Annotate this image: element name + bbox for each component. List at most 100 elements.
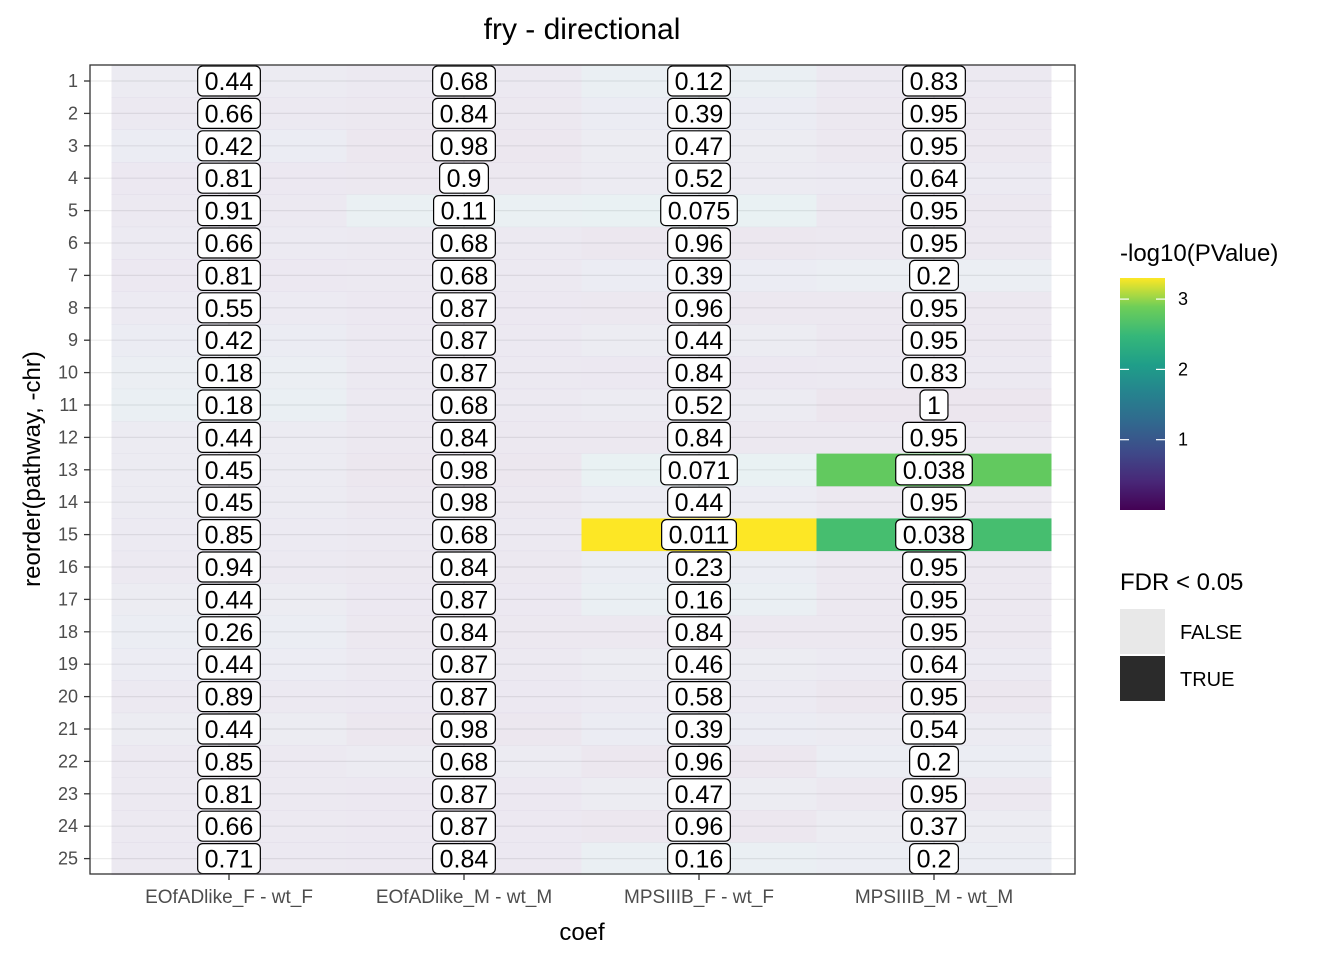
value-label-box — [667, 616, 731, 648]
y-tick-label: 4 — [68, 168, 78, 188]
y-axis-title: reorder(pathway, -chr) — [19, 351, 46, 587]
value-label: 0.96 — [667, 745, 731, 778]
value-label: 0.84 — [667, 616, 731, 648]
y-tick-label: 21 — [58, 719, 78, 739]
plot-panel: 0.440.660.420.810.910.660.810.550.420.18… — [58, 64, 1076, 908]
value-label-text: 0.71 — [205, 846, 254, 874]
value-label-box — [919, 389, 949, 421]
y-axis: 1234567891011121314151617181920212223242… — [58, 71, 90, 869]
value-label: 0.95 — [902, 583, 966, 616]
value-label: 0.44 — [197, 421, 261, 453]
value-label-box — [902, 810, 966, 842]
value-label: 0.68 — [432, 227, 496, 259]
color-tick-label: 2 — [1178, 359, 1188, 379]
value-label: 0.038 — [895, 518, 973, 551]
value-label-box — [197, 162, 261, 194]
value-label-box — [432, 518, 496, 551]
value-label-text: 0.84 — [440, 100, 489, 128]
value-label-box — [902, 357, 966, 389]
value-label: 0.18 — [197, 357, 261, 389]
value-label-text: 0.44 — [205, 424, 254, 452]
value-label-box — [902, 778, 966, 810]
value-label-box — [902, 130, 966, 162]
value-label: 0.85 — [197, 745, 261, 778]
fdr-legend-key — [1120, 656, 1165, 701]
value-label-text: 0.81 — [205, 165, 254, 193]
value-label: 0.39 — [667, 97, 731, 130]
y-tick-label: 20 — [58, 687, 78, 707]
value-label-text: 0.95 — [910, 684, 959, 712]
fdr-legend: FDR < 0.05 FALSE TRUE — [1120, 569, 1243, 701]
value-label: 0.95 — [902, 292, 966, 324]
value-label-text: 0.87 — [440, 295, 489, 323]
value-label-box — [432, 583, 496, 616]
value-label: 0.95 — [902, 421, 966, 453]
value-label-text: 0.95 — [910, 489, 959, 517]
value-label: 0.11 — [432, 195, 496, 227]
value-label-text: 0.39 — [675, 262, 724, 290]
value-label-box — [432, 648, 496, 680]
value-label-box — [432, 616, 496, 648]
value-label-text: 0.87 — [440, 327, 489, 355]
value-label-box — [197, 389, 261, 421]
value-label-text: 0.83 — [910, 360, 959, 388]
value-label-box — [432, 778, 496, 810]
value-label: 0.44 — [197, 648, 261, 680]
value-label-text: 0.87 — [440, 781, 489, 809]
value-label: 0.16 — [667, 583, 731, 616]
value-label: 0.98 — [432, 486, 496, 518]
value-label-text: 0.96 — [675, 813, 724, 841]
value-label: 0.98 — [432, 713, 496, 745]
y-tick-label: 22 — [58, 751, 78, 771]
value-label: 0.87 — [432, 810, 496, 842]
value-label-text: 0.83 — [910, 68, 959, 96]
value-label: 0.95 — [902, 195, 966, 227]
value-label: 0.95 — [902, 324, 966, 356]
y-tick-label: 3 — [68, 136, 78, 156]
value-label-box — [197, 616, 261, 648]
value-label-box — [197, 97, 261, 130]
value-label-text: 0.64 — [910, 651, 959, 679]
value-label: 0.84 — [432, 842, 496, 875]
value-label-text: 0.44 — [205, 716, 254, 744]
y-tick-label: 1 — [68, 71, 78, 91]
value-label-box — [197, 486, 261, 518]
value-label: 0.42 — [197, 130, 261, 162]
value-label-box — [902, 162, 966, 194]
value-label: 0.44 — [197, 583, 261, 616]
value-label: 0.12 — [667, 65, 731, 97]
value-label: 0.83 — [902, 65, 966, 97]
value-label-text: 0.39 — [675, 100, 724, 128]
value-label-box — [432, 65, 496, 97]
y-tick-label: 14 — [58, 492, 78, 512]
value-label-box — [902, 648, 966, 680]
value-label-text: 0.84 — [440, 424, 489, 452]
color-legend-bar — [1120, 278, 1165, 510]
color-legend-title: -log10(PValue) — [1120, 240, 1278, 267]
y-tick-label: 2 — [68, 103, 78, 123]
value-label: 0.87 — [432, 778, 496, 810]
value-label-box — [432, 745, 496, 778]
value-label: 0.95 — [902, 680, 966, 713]
x-tick-label: EOfADlike_M - wt_M — [376, 887, 552, 908]
value-label-box — [667, 583, 731, 616]
value-label-box — [432, 227, 496, 259]
value-label: 0.46 — [667, 648, 731, 680]
value-label: 0.95 — [902, 97, 966, 130]
value-label-box — [432, 324, 496, 356]
value-label-text: 0.96 — [675, 748, 724, 776]
value-label: 0.68 — [432, 389, 496, 421]
y-tick-label: 8 — [68, 298, 78, 318]
value-label-text: 0.95 — [910, 295, 959, 323]
value-label: 0.16 — [667, 842, 731, 875]
color-tick-label: 3 — [1178, 289, 1188, 309]
value-label-text: 0.46 — [675, 651, 724, 679]
value-label-text: 0.42 — [205, 133, 254, 161]
value-label: 0.2 — [909, 745, 959, 778]
value-label-text: 0.81 — [205, 781, 254, 809]
value-label: 0.68 — [432, 745, 496, 778]
value-label: 0.23 — [667, 551, 731, 583]
value-label-text: 0.84 — [440, 619, 489, 647]
value-label-text: 0.68 — [440, 68, 489, 96]
value-label-text: 0.98 — [440, 457, 489, 485]
